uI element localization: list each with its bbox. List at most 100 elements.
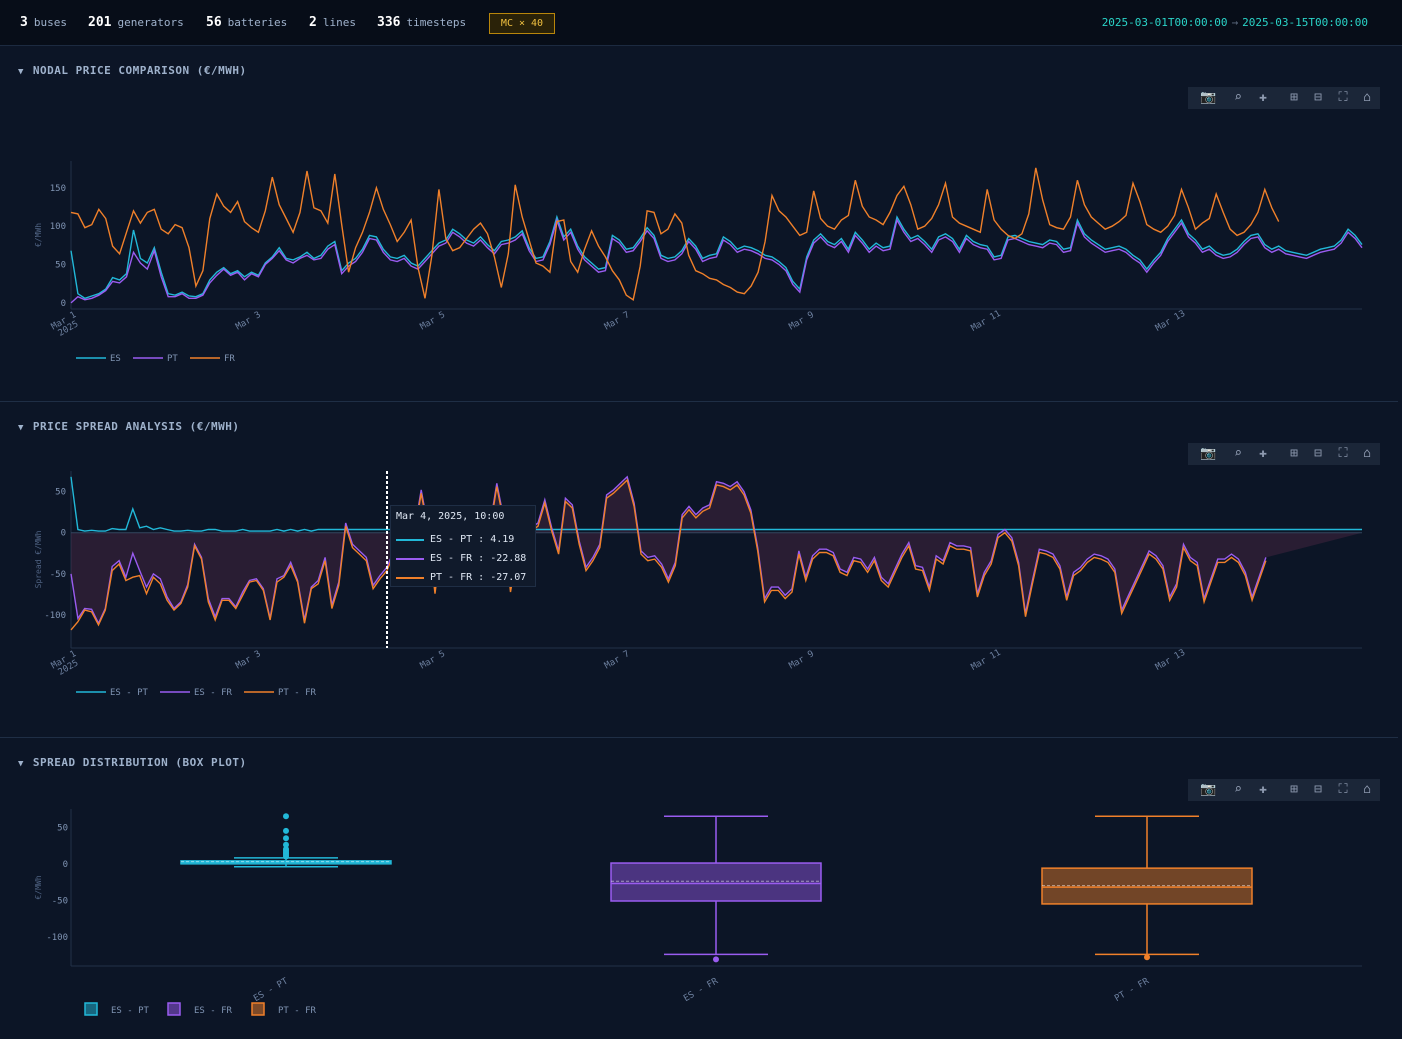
arrow-icon: → xyxy=(1231,16,1239,29)
y-tick-label: -50 xyxy=(52,896,68,906)
legend-label: ES - FR xyxy=(194,688,233,698)
zoom-out-icon[interactable]: ⊟ xyxy=(1314,782,1322,797)
legend-swatch xyxy=(251,1002,265,1016)
x-tick-text: Mar 7 xyxy=(603,310,631,332)
legend-label: ES - FR xyxy=(194,1006,233,1016)
box-es-pt xyxy=(180,813,392,868)
x-tick-text: Mar 13 xyxy=(1154,309,1187,334)
collapse-icon[interactable]: ▼ xyxy=(18,423,24,433)
home-icon[interactable]: ⌂ xyxy=(1363,446,1371,461)
x-tick-label: ES - FR xyxy=(682,976,720,1004)
y-axis-label: €/MWh xyxy=(34,875,43,899)
y-axis-label: €/MWh xyxy=(34,223,43,247)
panel-title: SPREAD DISTRIBUTION (BOX PLOT) xyxy=(32,756,247,769)
pan-icon[interactable]: ✚ xyxy=(1259,782,1267,797)
y-tick-label: -100 xyxy=(46,933,68,943)
legend-label: PT - FR xyxy=(278,1006,317,1016)
x-tick-label: ES - PT xyxy=(252,976,290,1004)
zoom-icon[interactable]: ⌕ xyxy=(1234,446,1242,461)
zoom-in-icon[interactable]: ⊞ xyxy=(1290,446,1298,461)
x-tick-label: Mar 9 xyxy=(787,649,815,671)
autoscale-icon[interactable]: ⛶ xyxy=(1338,782,1348,797)
hover-tooltip: Mar 4, 2025, 10:00 ES - PT : 4.19 ES - F… xyxy=(390,505,536,587)
chart-toolbar: 📷 ⌕ ✚ ⊞ ⊟ ⛶ ⌂ xyxy=(1188,779,1380,801)
legend-label: FR xyxy=(224,354,235,364)
x-tick-text: Mar 7 xyxy=(603,649,631,671)
outlier-point xyxy=(283,835,289,842)
y-tick-label: 100 xyxy=(50,222,66,232)
panel-header-box[interactable]: ▼ SPREAD DISTRIBUTION (BOX PLOT) xyxy=(18,756,247,769)
chart-toolbar: 📷 ⌕ ✚ ⊞ ⊟ ⛶ ⌂ xyxy=(1188,87,1380,109)
x-tick-label: Mar 5 xyxy=(419,649,447,671)
stat-lines: 2 lines xyxy=(309,15,356,30)
x-tick-label: Mar 7 xyxy=(603,310,631,332)
zoom-out-icon[interactable]: ⊟ xyxy=(1314,90,1322,105)
camera-icon[interactable]: 📷 xyxy=(1200,782,1217,797)
tooltip-label: PT - FR : -27.07 xyxy=(430,572,527,583)
series-line-es-pt xyxy=(70,476,1362,532)
panel-title: PRICE SPREAD ANALYSIS (€/MWH) xyxy=(32,420,240,433)
x-tick-label: Mar 11 xyxy=(970,648,1003,673)
spread-fill-area xyxy=(71,476,1362,624)
panel-header-nodal[interactable]: ▼ NODAL PRICE COMPARISON (€/MWH) xyxy=(18,64,247,77)
outlier-point xyxy=(283,841,289,848)
stat-timesteps: 336 timesteps xyxy=(377,15,467,30)
x-tick-text: Mar 3 xyxy=(234,310,262,332)
y-tick-label: -100 xyxy=(44,611,66,621)
tooltip-row: ES - PT : 4.19 xyxy=(396,530,530,549)
pan-icon[interactable]: ✚ xyxy=(1259,446,1267,461)
y-tick-label: -50 xyxy=(50,570,66,580)
camera-icon[interactable]: 📷 xyxy=(1200,446,1217,461)
tooltip-title: Mar 4, 2025, 10:00 xyxy=(396,511,505,522)
outlier-point xyxy=(283,846,289,853)
y-tick-label: 0 xyxy=(61,299,66,309)
y-tick-label: 50 xyxy=(55,488,66,498)
zoom-in-icon[interactable]: ⊞ xyxy=(1290,782,1298,797)
x-tick-text: Mar 13 xyxy=(1154,648,1187,673)
date-range-end: 2025-03-15T00:00:00 xyxy=(1242,16,1368,29)
spread-distribution-panel: ▼ SPREAD DISTRIBUTION (BOX PLOT) 📷 ⌕ ✚ ⊞ ⊟ ⛶ ⌂ … xyxy=(0,739,1398,1035)
autoscale-icon[interactable]: ⛶ xyxy=(1338,446,1348,461)
x-tick-text: Mar 5 xyxy=(419,310,447,332)
outlier-point xyxy=(283,813,289,820)
x-tick-text: Mar 9 xyxy=(787,649,815,671)
panel-header-spread[interactable]: ▼ PRICE SPREAD ANALYSIS (€/MWH) xyxy=(18,420,239,433)
zoom-out-icon[interactable]: ⊟ xyxy=(1314,446,1322,461)
home-icon[interactable]: ⌂ xyxy=(1363,90,1371,105)
stat-generators: 201 generators xyxy=(88,15,184,30)
collapse-icon[interactable]: ▼ xyxy=(18,759,24,769)
zoom-icon[interactable]: ⌕ xyxy=(1234,782,1242,797)
y-tick-label: 150 xyxy=(50,184,66,194)
x-tick-label: Mar 13 xyxy=(1154,648,1187,673)
collapse-icon[interactable]: ▼ xyxy=(18,67,24,77)
series-line-pt-fr xyxy=(70,478,1267,631)
series-line-es xyxy=(70,214,1363,300)
box-es-fr xyxy=(610,815,822,963)
tooltip-label: ES - FR : -22.88 xyxy=(430,553,527,564)
box-pt-fr xyxy=(1041,815,1253,961)
legend-label: ES xyxy=(110,354,121,364)
zoom-in-icon[interactable]: ⊞ xyxy=(1290,90,1298,105)
y-tick-label: 0 xyxy=(63,860,68,870)
legend-swatch xyxy=(84,1002,98,1016)
tooltip-label: ES - PT : 4.19 xyxy=(430,534,515,545)
outlier-point xyxy=(1144,954,1150,961)
y-tick-label: 50 xyxy=(57,823,68,833)
pan-icon[interactable]: ✚ xyxy=(1259,90,1267,105)
autoscale-icon[interactable]: ⛶ xyxy=(1338,90,1348,105)
x-tick-label: Mar 11 xyxy=(970,309,1003,334)
zoom-icon[interactable]: ⌕ xyxy=(1234,90,1242,105)
x-tick-text: Mar 11 xyxy=(970,648,1003,673)
tooltip-swatch xyxy=(396,538,424,541)
top-stats-bar: 3 buses 201 generators 56 batteries 2 lines … xyxy=(0,0,1402,46)
spread-box-chart[interactable]: -100 -50 0 50 €/MWh ES - PT ES - FR PT - FR ES -… xyxy=(0,769,1398,1035)
mc-badge: MC × 40 xyxy=(489,13,555,34)
home-icon[interactable]: ⌂ xyxy=(1363,782,1371,797)
x-tick-label: Mar 13 xyxy=(1154,309,1187,334)
legend-label: PT - FR xyxy=(278,688,317,698)
camera-icon[interactable]: 📷 xyxy=(1200,90,1217,105)
